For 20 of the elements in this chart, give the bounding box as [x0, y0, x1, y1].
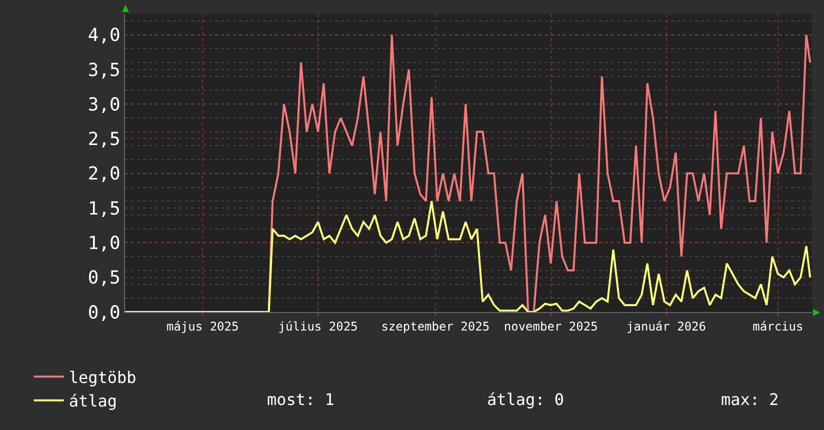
legend-label: legtöbb	[68, 368, 136, 387]
y-tick-label: 1,0	[88, 233, 120, 254]
y-tick-label: 3,5	[88, 60, 120, 81]
y-tick-label: 2,5	[88, 129, 120, 150]
y-tick-label: 2,0	[88, 164, 120, 185]
text: max: 2	[721, 390, 779, 409]
x-tick-label: január 2026	[626, 319, 706, 334]
text: átlag: 0	[487, 390, 564, 409]
y-tick-label: 4,0	[88, 25, 120, 46]
text: most: 1	[267, 390, 334, 409]
y-tick-label: 0,5	[88, 268, 120, 289]
x-tick-label: november 2025	[504, 319, 598, 334]
y-tick-label: 3,0	[88, 94, 120, 116]
x-tick-label: szeptember 2025	[381, 319, 490, 334]
legend-label: átlag	[68, 392, 117, 411]
x-tick-label: március	[752, 319, 804, 334]
x-tick-label: július 2025	[278, 319, 358, 334]
x-tick-label: május 2025	[166, 319, 239, 334]
y-tick-label: 1,5	[88, 198, 120, 220]
y-tick-label: 0,0	[88, 302, 120, 324]
